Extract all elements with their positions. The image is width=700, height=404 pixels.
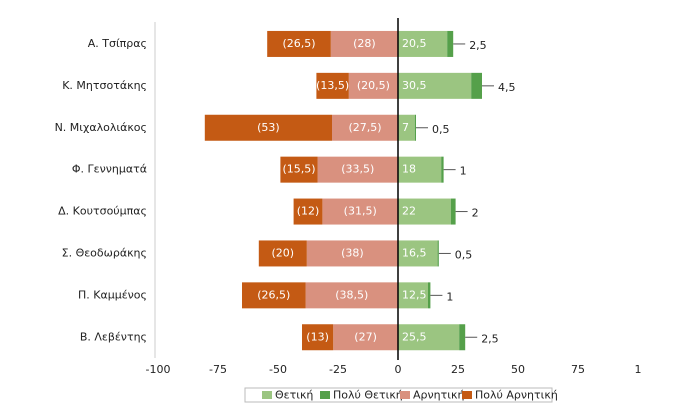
value-label: 25,5 xyxy=(402,330,427,343)
value-label: 0,5 xyxy=(432,123,450,136)
value-label: (26,5) xyxy=(282,37,315,50)
value-label: (28) xyxy=(353,37,376,50)
legend-swatch xyxy=(400,391,410,399)
value-label: (26,5) xyxy=(257,288,290,301)
bar-segment xyxy=(258,240,307,267)
bar-segment xyxy=(437,240,439,267)
x-tick-label: 1 xyxy=(635,363,642,376)
bar-segment xyxy=(293,198,323,225)
value-label: (38,5) xyxy=(335,288,368,301)
legend-swatch xyxy=(262,391,272,399)
x-tick-label: 50 xyxy=(511,363,525,376)
value-label: (38) xyxy=(341,246,364,259)
value-label: (31,5) xyxy=(344,205,377,218)
value-label: 4,5 xyxy=(498,81,516,94)
bar-segment xyxy=(322,198,398,225)
bar-segment xyxy=(459,324,466,351)
value-label: (27) xyxy=(354,330,377,343)
bar-segment xyxy=(398,156,442,183)
x-tick-label: -75 xyxy=(209,363,227,376)
bar-segment xyxy=(267,30,331,57)
bar-segment xyxy=(447,30,454,57)
bar-segment xyxy=(306,240,398,267)
value-label: 2,5 xyxy=(481,332,499,345)
bar-segment xyxy=(316,72,349,99)
value-label: 2 xyxy=(472,207,479,220)
value-label: 20,5 xyxy=(402,37,427,50)
bar-segment xyxy=(332,114,398,141)
legend-swatch xyxy=(320,391,330,399)
category-label: Σ. Θεοδωράκης xyxy=(62,246,147,259)
value-label: 18 xyxy=(402,163,416,176)
bar-segment xyxy=(398,72,472,99)
x-tick-label: 0 xyxy=(395,363,402,376)
bar-segment xyxy=(414,114,416,141)
bar-segment xyxy=(428,282,431,309)
x-tick-label: -25 xyxy=(329,363,347,376)
value-label: 1 xyxy=(446,290,453,303)
bar-segment xyxy=(398,198,451,225)
bar-segment xyxy=(280,156,318,183)
value-label: (20) xyxy=(272,246,295,259)
value-label: (13) xyxy=(306,330,329,343)
x-tick-label: -100 xyxy=(146,363,171,376)
x-tick-label: 75 xyxy=(571,363,585,376)
bar-segment xyxy=(317,156,398,183)
x-tick-label: -50 xyxy=(269,363,287,376)
legend-swatch xyxy=(462,391,472,399)
bar-segment xyxy=(398,240,438,267)
category-label: Π. Καμμένος xyxy=(78,288,147,301)
bar-segment xyxy=(398,114,415,141)
bar-segment xyxy=(302,324,334,351)
value-label: 30,5 xyxy=(402,79,427,92)
bar-segment xyxy=(450,198,456,225)
legend-label: Θετική xyxy=(275,389,313,402)
bar-segment xyxy=(242,282,306,309)
bar-segment xyxy=(398,30,448,57)
legend-box xyxy=(244,387,553,403)
bar-segment xyxy=(441,156,444,183)
value-label: (20,5) xyxy=(357,79,390,92)
category-label: Φ. Γεννηματά xyxy=(72,163,147,176)
value-label: 12,5 xyxy=(402,288,427,301)
category-label: Δ. Κουτσούμπας xyxy=(58,205,147,218)
value-label: 16,5 xyxy=(402,246,427,259)
bar-segment xyxy=(398,324,460,351)
value-label: (12) xyxy=(297,205,320,218)
bar-segment xyxy=(305,282,398,309)
legend-label: Αρνητική xyxy=(413,389,464,402)
bar-segment xyxy=(204,114,332,141)
value-label: 0,5 xyxy=(455,248,473,261)
bar-segment xyxy=(398,282,428,309)
legend-label: Πολύ Θετική xyxy=(333,389,403,402)
bar-segment xyxy=(333,324,398,351)
x-tick-label: 25 xyxy=(451,363,465,376)
category-label: Ν. Μιχαλολιάκος xyxy=(55,121,147,134)
legend-label: Πολύ Αρνητική xyxy=(475,389,558,402)
value-label: 7 xyxy=(402,121,409,134)
category-label: Β. Λεβέντης xyxy=(80,330,147,343)
category-label: Α. Τσίπρας xyxy=(88,37,147,50)
value-label: (33,5) xyxy=(341,163,374,176)
bar-segment xyxy=(348,72,398,99)
value-label: 1 xyxy=(460,165,467,178)
value-label: (53) xyxy=(257,121,280,134)
bar-segment xyxy=(471,72,482,99)
value-label: (27,5) xyxy=(348,121,381,134)
value-label: 2,5 xyxy=(469,39,487,52)
category-label: Κ. Μητσοτάκης xyxy=(62,79,147,92)
bar-segment xyxy=(330,30,398,57)
value-label: (15,5) xyxy=(282,163,315,176)
value-label: 22 xyxy=(402,205,416,218)
value-label: (13,5) xyxy=(316,79,349,92)
